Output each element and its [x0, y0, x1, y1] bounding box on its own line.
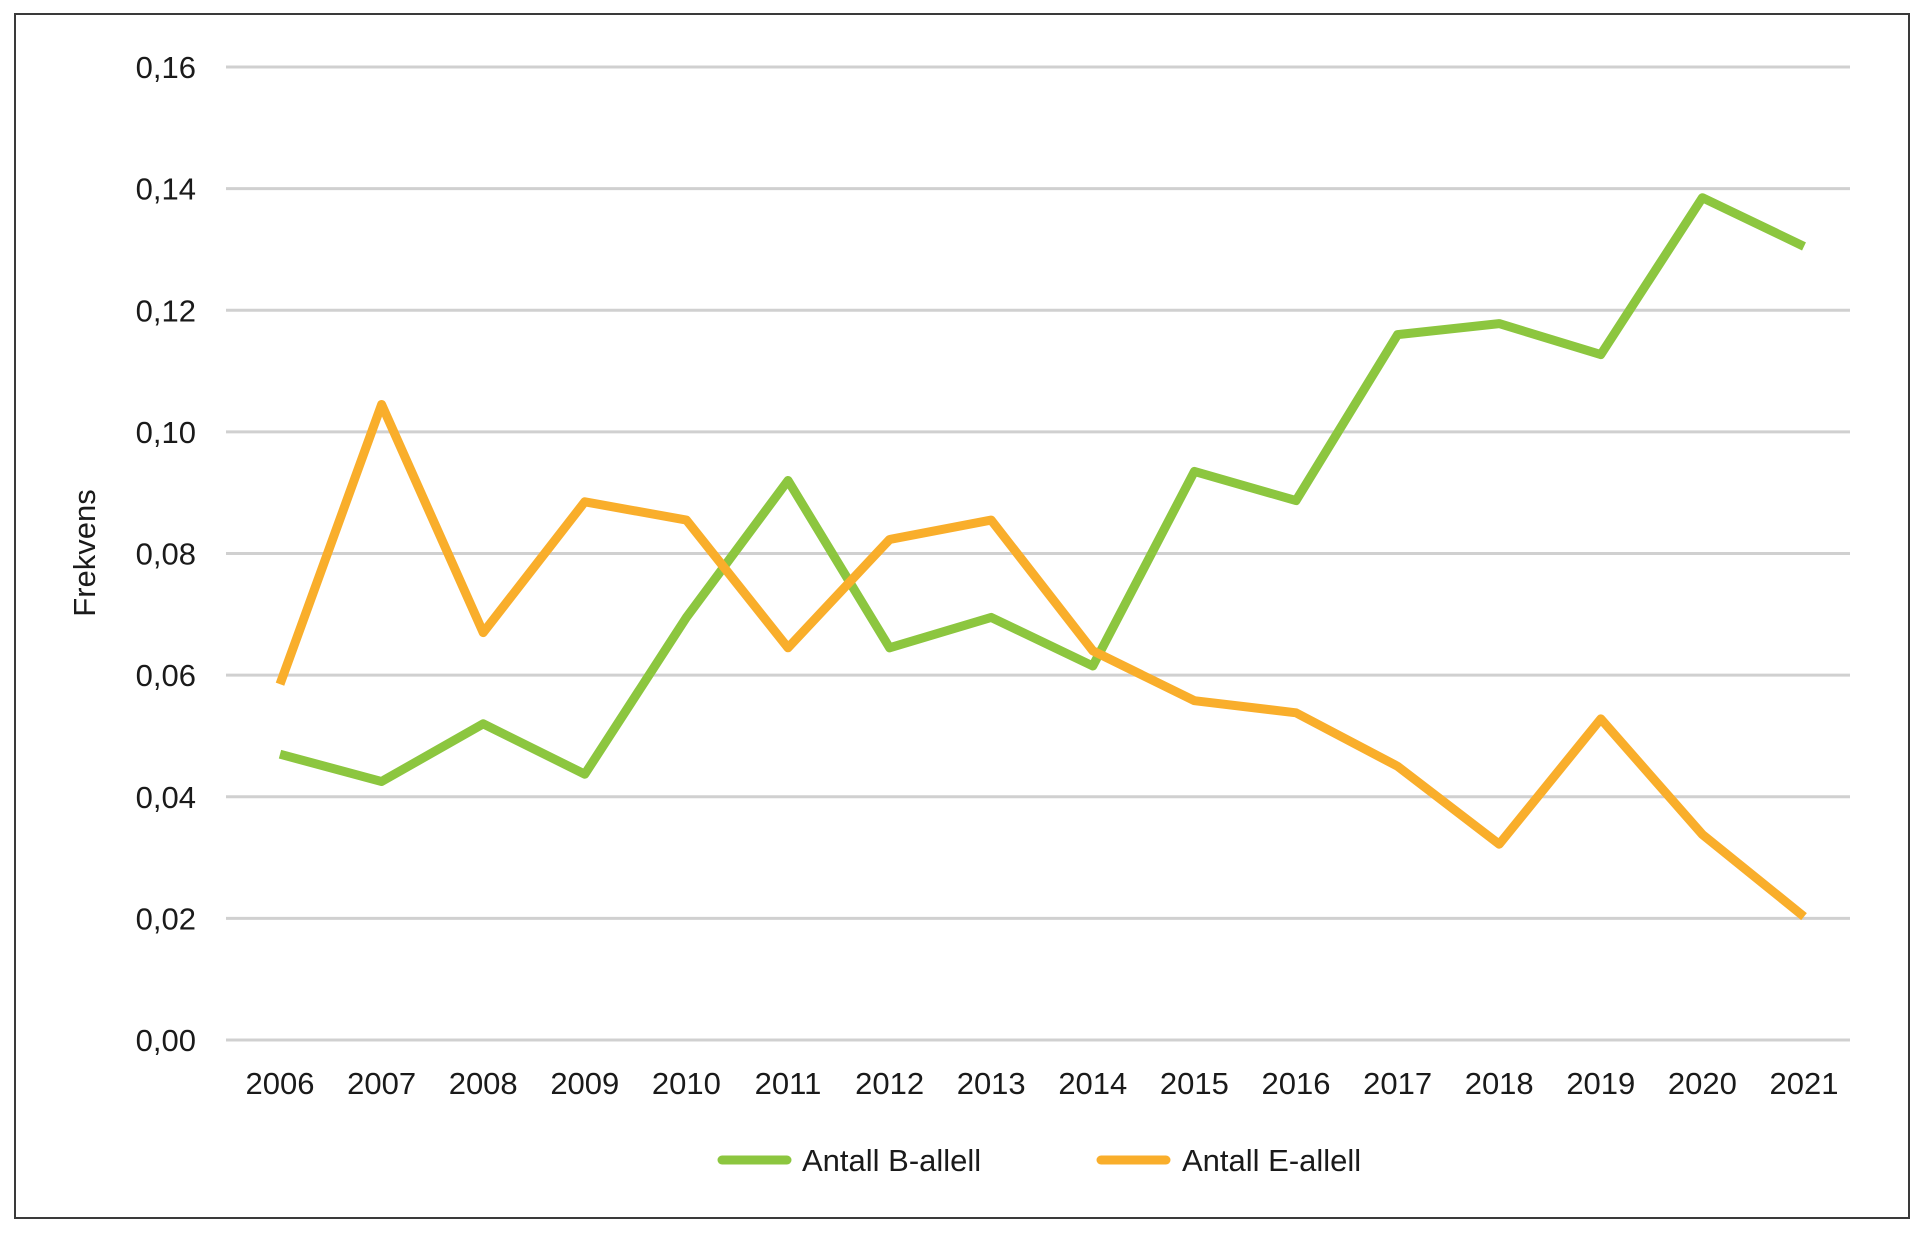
y-tick-label: 0,02 [136, 901, 196, 936]
x-tick-label: 2011 [755, 1066, 822, 1101]
x-tick-label: 2009 [550, 1066, 619, 1101]
x-tick-label: 2010 [652, 1066, 721, 1101]
x-tick-label: 2007 [347, 1066, 416, 1101]
x-tick-label: 2018 [1465, 1066, 1534, 1101]
y-tick-label: 0,06 [136, 658, 196, 693]
x-tick-label: 2015 [1160, 1066, 1229, 1101]
x-tick-label: 2014 [1058, 1066, 1127, 1101]
x-tick-label: 2006 [246, 1066, 315, 1101]
y-tick-label: 0,00 [136, 1023, 196, 1058]
legend-label: Antall E-allell [1182, 1143, 1361, 1178]
y-tick-label: 0,04 [136, 780, 196, 815]
x-tick-label: 2013 [957, 1066, 1026, 1101]
y-tick-label: 0,16 [136, 50, 196, 85]
x-tick-label: 2021 [1770, 1066, 1839, 1101]
y-axis-ticks: 0,00 0,02 0,04 0,06 0,08 0,10 0,12 0,14 0,16 [136, 50, 196, 1058]
y-tick-label: 0,12 [136, 293, 196, 328]
x-tick-label: 2017 [1363, 1066, 1432, 1101]
x-tick-label: 2019 [1566, 1066, 1635, 1101]
chart-border [15, 14, 1909, 1218]
x-tick-label: 2020 [1668, 1066, 1737, 1101]
legend-label: Antall B-allell [802, 1143, 981, 1178]
y-tick-label: 0,10 [136, 415, 196, 450]
x-tick-label: 2008 [449, 1066, 518, 1101]
y-axis-title: Frekvens [67, 489, 102, 616]
y-tick-label: 0,08 [136, 537, 196, 572]
x-tick-label: 2012 [855, 1066, 924, 1101]
x-tick-label: 2016 [1262, 1066, 1331, 1101]
y-tick-label: 0,14 [136, 172, 196, 207]
